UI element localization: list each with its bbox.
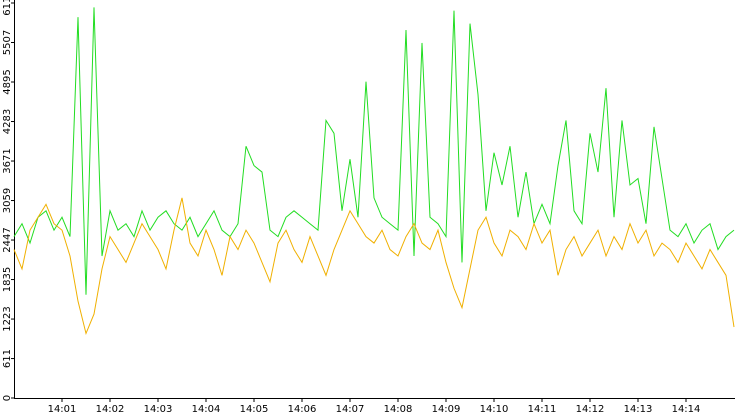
y-tick-label: 611: [2, 349, 13, 368]
y-tick-label: 1835: [2, 267, 13, 292]
y-tick-label: 3059: [2, 188, 13, 213]
x-tick-label: 14:04: [192, 404, 221, 415]
y-tick-label: 3671: [2, 148, 13, 173]
x-tick-label: 14:08: [384, 404, 413, 415]
y-tick-label: 0: [2, 395, 13, 401]
x-tick-label: 14:02: [96, 404, 125, 415]
y-tick-label: 4895: [2, 69, 13, 94]
y-tick-label: 5507: [2, 30, 13, 55]
x-tick-label: 14:12: [576, 404, 605, 415]
x-tick-label: 14:03: [144, 404, 173, 415]
y-tick-label: 2447: [2, 227, 13, 252]
y-tick-label: 4283: [2, 109, 13, 134]
x-tick-label: 14:06: [288, 404, 317, 415]
x-tick-label: 14:09: [432, 404, 461, 415]
x-tick-label: 14:11: [528, 404, 557, 415]
y-tick-label: 1223: [2, 306, 13, 331]
x-tick-label: 14:01: [48, 404, 77, 415]
series-line: [13, 7, 735, 295]
x-tick-label: 14:07: [336, 404, 365, 415]
x-tick-label: 14:10: [480, 404, 509, 415]
x-tick-label: 14:13: [624, 404, 653, 415]
x-tick-label: 14:14: [672, 404, 701, 415]
series-line: [13, 197, 735, 336]
x-tick-label: 14:05: [240, 404, 269, 415]
y-tick-label: 6119: [2, 0, 13, 16]
